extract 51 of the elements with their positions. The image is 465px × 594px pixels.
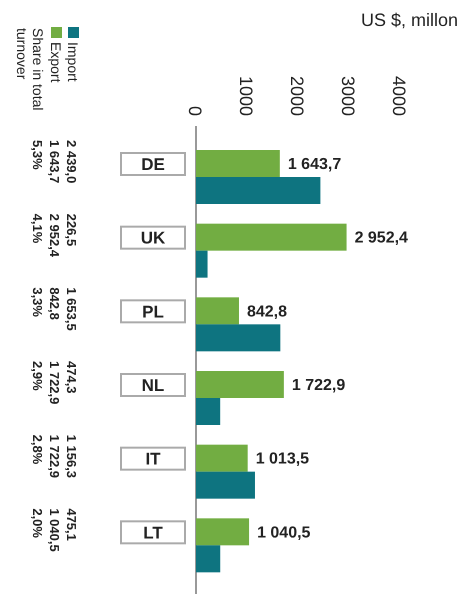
data-label: 1 040,5 xyxy=(257,524,311,542)
x-tick-label: 1000 xyxy=(236,76,256,116)
data-label: 226,5 xyxy=(64,214,79,246)
text: 3,3% xyxy=(30,287,45,318)
bar xyxy=(196,150,280,177)
x-tick-label: 0 xyxy=(185,106,205,116)
data-label: 475,1 xyxy=(64,508,79,541)
text: 2 952,4 xyxy=(47,214,62,258)
data-label: 1 653,5 xyxy=(64,287,79,331)
y-tick-label: DE xyxy=(141,155,165,174)
text: 2,9% xyxy=(30,361,45,392)
y-tick-label: UK xyxy=(140,228,166,248)
y-tick-label: PL xyxy=(142,302,164,322)
x-axis-title: US $, millon xyxy=(360,10,458,30)
data-label: 2 952,4 xyxy=(354,230,408,247)
y-tick-label: NL xyxy=(142,376,164,395)
x-tick-label: 2000 xyxy=(287,76,307,116)
bar xyxy=(196,472,255,499)
x-tick-label: 4000 xyxy=(389,76,409,116)
text: 1 722,9 xyxy=(47,434,62,478)
text: 1 643,7 xyxy=(47,140,62,184)
text: 1 722,9 xyxy=(47,361,62,404)
data-label: 1 722,9 xyxy=(292,377,346,394)
data-label: 474,3 xyxy=(64,361,79,394)
bar xyxy=(196,518,250,546)
legend-label: Export xyxy=(48,42,64,83)
bar xyxy=(196,297,239,324)
y-tick-label: LT xyxy=(143,523,164,542)
y-tick-label: IT xyxy=(145,450,162,469)
data-label: 1 156,3 xyxy=(64,434,79,478)
text: 2,0% xyxy=(30,508,45,538)
bar xyxy=(196,371,284,398)
data-label: 2 439,0 xyxy=(64,140,79,184)
text: 5,3% xyxy=(30,140,45,170)
text: 2,8% xyxy=(30,434,45,465)
text: 1 040,5 xyxy=(47,508,62,552)
text: Share in total turnover xyxy=(14,28,46,110)
bar xyxy=(196,324,280,352)
bar xyxy=(196,444,248,472)
bar xyxy=(196,250,208,278)
bar xyxy=(196,177,320,204)
text: 842,8 xyxy=(47,287,62,320)
bar xyxy=(196,224,347,251)
data-label: 842,8 xyxy=(246,303,288,320)
legend-label: Import xyxy=(65,42,81,82)
bar xyxy=(196,545,220,572)
data-label: 1 013,5 xyxy=(256,450,310,468)
x-tick-label: 3000 xyxy=(338,76,358,116)
data-label: 1 643,7 xyxy=(288,156,342,173)
text: 4,1% xyxy=(30,214,45,244)
bar xyxy=(196,398,220,425)
